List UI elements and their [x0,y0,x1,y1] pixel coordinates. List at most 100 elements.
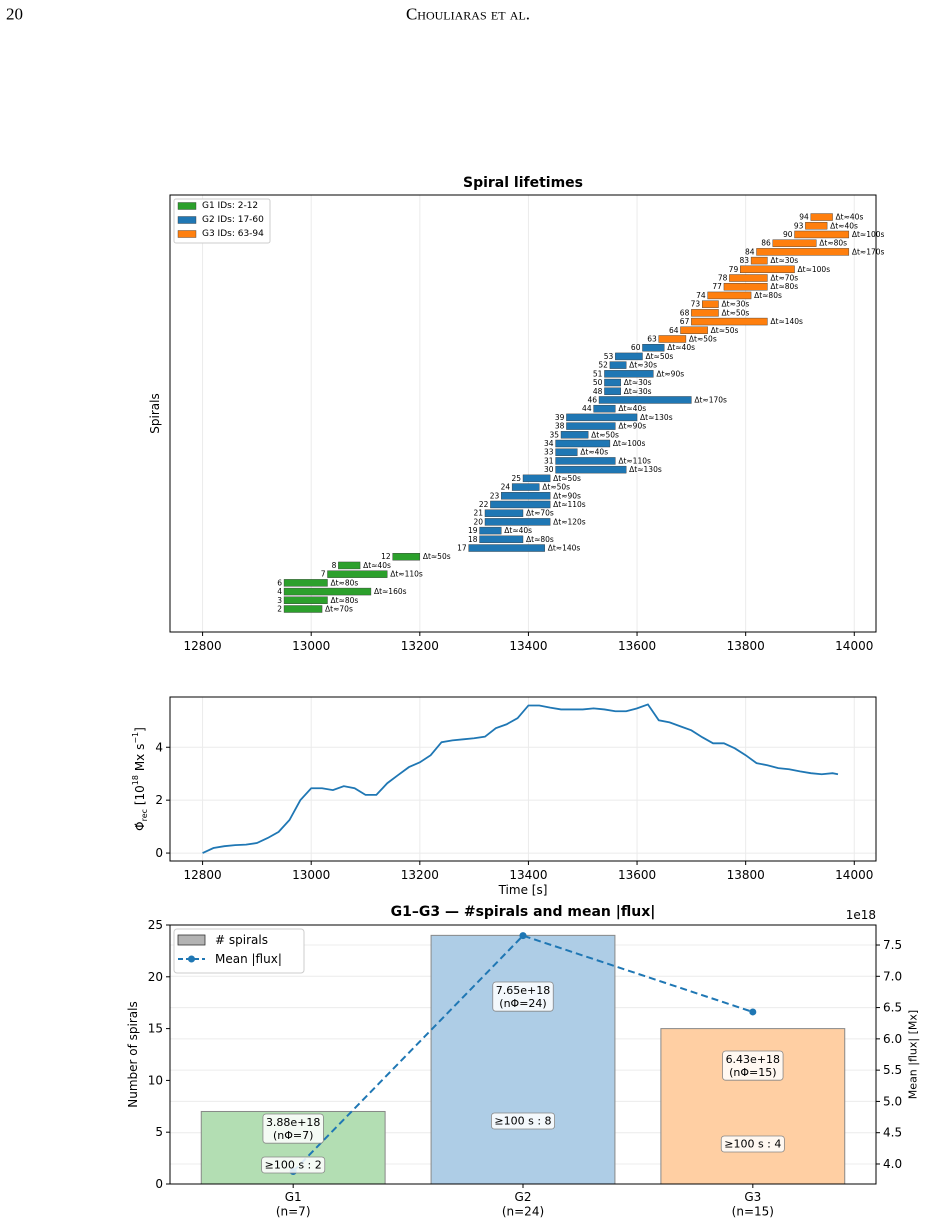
lifetime-bar [484,509,524,517]
x-tick-label: 13200 [401,868,439,882]
legend-swatch [177,934,206,946]
spiral-id: 35 [549,430,559,439]
duration-label: Δt≈130s [629,465,662,474]
x-tick-label: G2 (n=24) [502,1190,544,1218]
x-tick-label: 13200 [401,639,439,653]
y2-tick-label: 4.0 [883,1157,902,1171]
y2-tick-label: 6.0 [883,1032,902,1046]
lifetime-bar [794,230,850,239]
spiral-id: 4 [277,587,282,596]
duration-label: Δt≈100s [613,439,646,448]
duration-label: Δt≈50s [542,483,570,492]
duration-label: Δt≈40s [618,404,646,413]
lifetime-bar [691,317,768,326]
legend-box [173,928,305,974]
duration-label: Δt≈140s [770,317,803,326]
label-box [722,1050,784,1081]
duration-label: Δt≈50s [689,334,717,343]
duration-label: Δt≈50s [423,552,451,561]
x-tick-label: 12800 [183,868,221,882]
flux-point [749,1008,757,1016]
spiral-id: 22 [479,500,489,509]
spiral-id: 51 [593,369,603,378]
lifetime-bar [555,457,616,465]
y-tick-label: 15 [148,1022,163,1036]
lifetime-bar [566,422,616,430]
lifetime-bar [484,518,551,526]
spiral-id: 24 [501,483,511,492]
lifetime-bar [283,587,372,596]
bar [430,934,616,1185]
lifetime-bar [658,335,687,343]
duration-label: Δt≈40s [580,448,608,457]
plot-frame [169,194,877,633]
duration-label: Δt≈50s [553,474,581,483]
label-box [720,1135,785,1153]
duration-label: Δt≈50s [711,326,739,335]
duration-label: Δt≈30s [624,387,652,396]
legend-label: G3 IDs: 63-94 [202,229,264,239]
lifetime-bar [691,309,719,317]
lifetime-bar [566,413,638,422]
duration-label: Δt≈140s [548,544,581,553]
x-tick-label: 13400 [509,639,547,653]
lifetime-bar [283,579,328,587]
long-lived-count: ≥100 s : 4 [724,1138,781,1151]
y2-tick-label: 7.5 [883,938,902,952]
y2-tick-label: 7.0 [883,969,902,983]
spiral-id: 17 [457,544,467,553]
duration-label: Δt≈100s [852,230,885,239]
lifetime-bar [593,404,616,413]
spiral-id: 64 [669,326,679,335]
mean-label: 7.65e+18 (nΦ=24) [496,984,550,1010]
spiral-id: 6 [277,578,282,587]
lifetime-bar [283,605,323,613]
flux-line [292,934,754,1173]
spiral-id: 78 [718,274,728,283]
lifetime-bar [511,483,540,491]
spiral-id: 90 [783,230,793,239]
x-tick-label: 13800 [727,868,765,882]
spiral-id: 53 [604,352,614,361]
chart-title: Spiral lifetimes [463,175,583,191]
legend-label: # spirals [215,933,268,947]
duration-label: Δt≈50s [645,352,673,361]
y-axis-label: Φ̇rec [1018 Mx s−1] [131,727,149,831]
duration-label: Δt≈70s [770,274,798,283]
y2-tick-label: 5.5 [883,1063,902,1077]
x-tick-label: 13400 [509,868,547,882]
spiral-id: 25 [511,474,521,483]
x-tick-label: 13800 [727,639,765,653]
lifetime-bar [642,344,665,352]
duration-label: Δt≈70s [526,509,554,518]
spiral-id: 86 [761,239,771,248]
lifetime-bar [490,500,551,509]
spiral-id: 48 [593,387,603,396]
spiral-id: 67 [680,317,690,326]
legend-label: G2 IDs: 17-60 [202,215,264,225]
x-axis-label: Time [s] [498,883,548,897]
spiral-id: 20 [473,517,483,526]
spiral-id: 19 [468,526,478,535]
spiral-id: 34 [544,439,554,448]
lifetime-bar [522,474,551,483]
x-tick-label: 13000 [292,868,330,882]
y-axis-label-part: [10 [133,785,147,809]
x-tick-label: G1 (n=7) [276,1190,311,1218]
duration-label: Δt≈110s [553,500,586,509]
duration-label: Δt≈130s [640,413,673,422]
duration-label: Δt≈90s [618,422,646,431]
spiral-id: 33 [544,448,554,457]
lifetime-bar [560,431,589,439]
lifetime-bar [756,248,850,256]
lifetime-bar [702,300,719,308]
spiral-id: 84 [745,247,755,256]
lifetime-bar [338,561,361,570]
label-box [491,1112,555,1130]
duration-label: Δt≈30s [722,300,750,309]
spiral-id: 3 [277,596,282,605]
lifetime-bar [598,396,692,404]
spiral-id: 77 [712,282,722,291]
chart-title: G1–G3 — #spirals and mean |flux| [391,904,656,920]
x-tick-label: 14000 [835,868,873,882]
